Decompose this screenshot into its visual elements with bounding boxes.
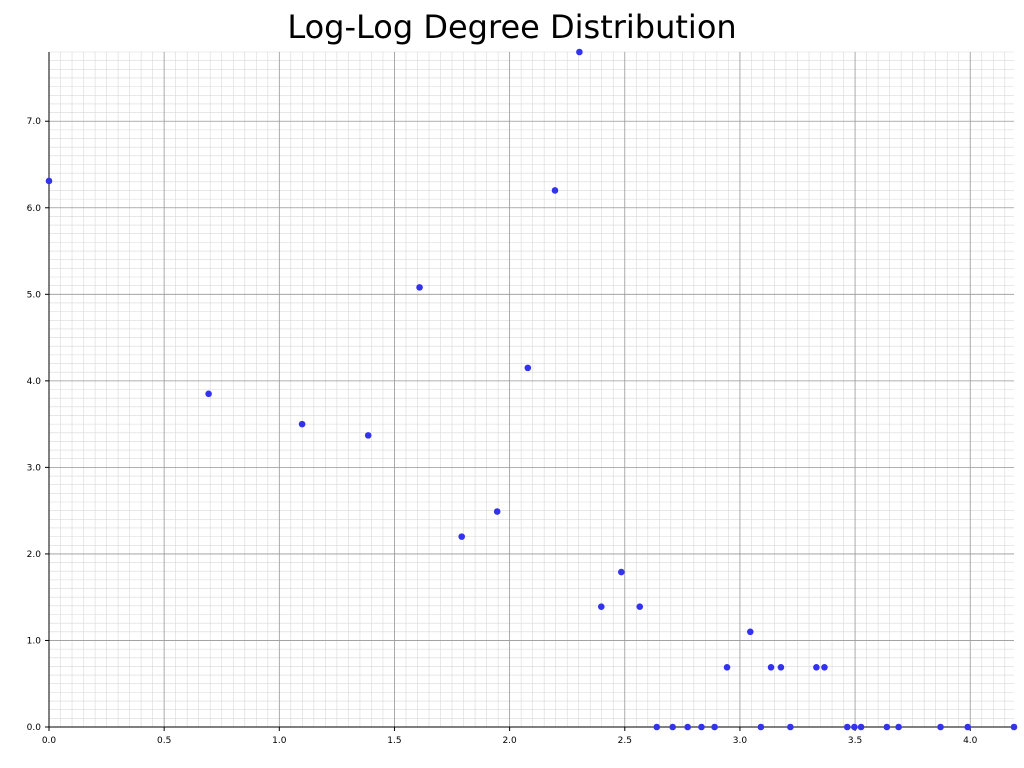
data-point xyxy=(711,723,718,731)
data-point xyxy=(937,723,944,731)
data-point xyxy=(551,187,559,194)
data-point xyxy=(883,723,891,731)
minor-grid xyxy=(48,51,1014,728)
data-point xyxy=(653,723,661,731)
y-tick-label: 5.0 xyxy=(27,290,42,300)
data-point xyxy=(636,603,644,611)
data-point xyxy=(416,284,423,291)
data-point xyxy=(757,723,765,731)
data-point xyxy=(364,432,372,439)
data-point xyxy=(895,723,902,731)
data-point xyxy=(1010,723,1018,731)
data-point xyxy=(45,177,53,185)
chart-title: Log-Log Degree Distribution xyxy=(287,8,737,46)
data-point xyxy=(746,628,754,636)
x-tick-label: 3.5 xyxy=(848,736,862,746)
data-point xyxy=(723,663,731,671)
data-point xyxy=(618,568,625,576)
x-tick-label: 1.0 xyxy=(272,736,287,746)
x-tick-label: 4.0 xyxy=(963,736,978,746)
x-tick-label: 2.5 xyxy=(618,736,632,746)
data-point xyxy=(851,723,858,731)
x-tick-label: 0.5 xyxy=(157,736,171,746)
data-point xyxy=(298,420,306,428)
y-axis-ticks: 0.0 1.0 2.0 3.0 4.0 5.0 6.0 7.0 xyxy=(27,117,49,733)
data-point xyxy=(821,663,828,671)
y-tick-label: 7.0 xyxy=(27,117,42,127)
data-point xyxy=(813,663,820,671)
data-point xyxy=(669,723,676,731)
x-tick-label: 3.0 xyxy=(733,736,748,746)
x-tick-label: 2.0 xyxy=(502,736,517,746)
data-point xyxy=(684,723,691,731)
data-point xyxy=(777,663,785,671)
data-point xyxy=(857,723,865,731)
y-tick-label: 1.0 xyxy=(27,636,42,646)
data-point xyxy=(843,723,851,731)
data-point xyxy=(787,723,794,731)
y-tick-label: 3.0 xyxy=(27,463,42,473)
y-tick-label: 4.0 xyxy=(27,377,42,387)
data-point xyxy=(576,48,583,56)
data-point xyxy=(964,723,972,731)
data-point xyxy=(205,390,212,398)
data-point xyxy=(458,533,466,540)
data-point xyxy=(698,723,705,731)
data-point xyxy=(767,663,775,671)
data-point xyxy=(524,364,532,372)
x-tick-label: 1.5 xyxy=(387,736,401,746)
data-points xyxy=(45,48,1018,731)
data-point xyxy=(493,508,501,515)
y-tick-label: 2.0 xyxy=(27,550,42,560)
y-tick-label: 6.0 xyxy=(27,204,42,214)
y-tick-label: 0.0 xyxy=(27,723,42,733)
data-point xyxy=(597,603,605,611)
x-tick-label: 0.0 xyxy=(42,736,57,746)
x-axis-ticks: 0.0 0.5 1.0 1.5 2.0 2.5 3.0 3.5 4.0 xyxy=(42,727,978,746)
